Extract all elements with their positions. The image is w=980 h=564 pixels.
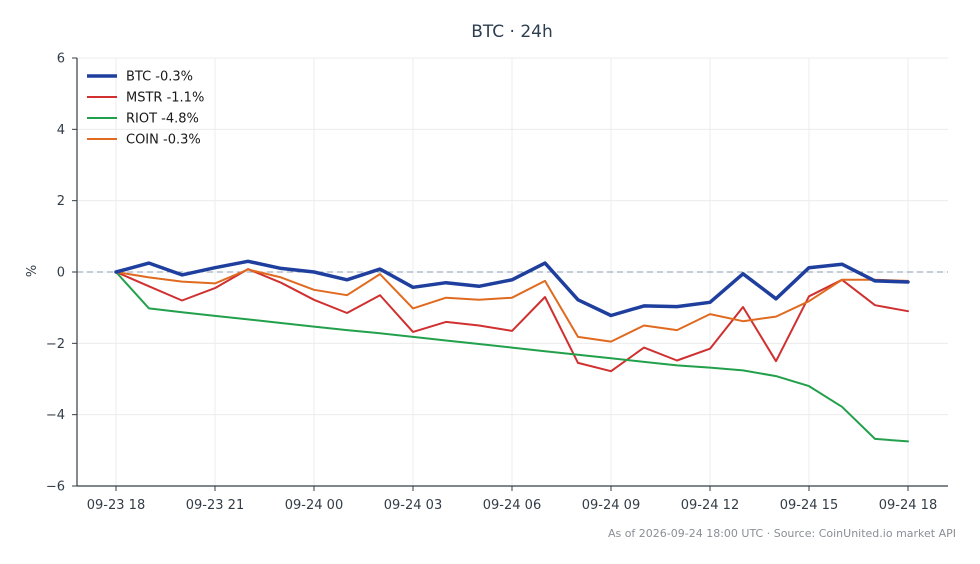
y-tick-label: −6 <box>46 480 65 495</box>
y-tick-label: 2 <box>57 194 65 209</box>
y-axis-label: % <box>25 265 40 277</box>
y-tick-label: 4 <box>57 123 65 138</box>
y-tick-label: −4 <box>46 408 65 423</box>
grid-lines <box>77 57 948 487</box>
legend-label: MSTR -1.1% <box>126 91 204 106</box>
x-tick-label: 09-24 06 <box>483 498 541 513</box>
y-tick-label: 0 <box>57 266 65 281</box>
x-tick-label: 09-24 09 <box>582 498 640 513</box>
series-line-riot <box>115 271 909 443</box>
legend-label: RIOT -4.8% <box>126 112 199 127</box>
legend-label: COIN -0.3% <box>126 133 201 148</box>
chart-title: BTC · 24h <box>471 22 553 42</box>
legend-label: BTC -0.3% <box>126 70 193 85</box>
x-tick-label: 09-24 12 <box>681 498 739 513</box>
legend: BTC -0.3% MSTR -1.1% RIOT -4.8% COIN -0.3% <box>87 70 204 148</box>
y-tick-label: −2 <box>46 337 65 352</box>
x-tick-label: 09-23 18 <box>87 498 145 513</box>
x-tick-label: 09-24 15 <box>780 498 838 513</box>
x-tick-label: 09-24 00 <box>285 498 343 513</box>
series-line-coin <box>115 268 909 343</box>
axes: −6 −4 −2 0 2 4 6 09-23 18 09-23 21 09-24 00 09-24 … <box>46 52 948 513</box>
y-tick-label: 6 <box>57 52 65 67</box>
series-line-btc <box>114 259 910 318</box>
x-tick-label: 09-23 21 <box>186 498 244 513</box>
x-tick-label: 09-24 03 <box>384 498 442 513</box>
source-footnote: As of 2026-09-24 18:00 UTC · Source: Coi… <box>608 527 956 540</box>
x-tick-label: 09-24 18 <box>879 498 937 513</box>
series-lines <box>114 259 910 443</box>
